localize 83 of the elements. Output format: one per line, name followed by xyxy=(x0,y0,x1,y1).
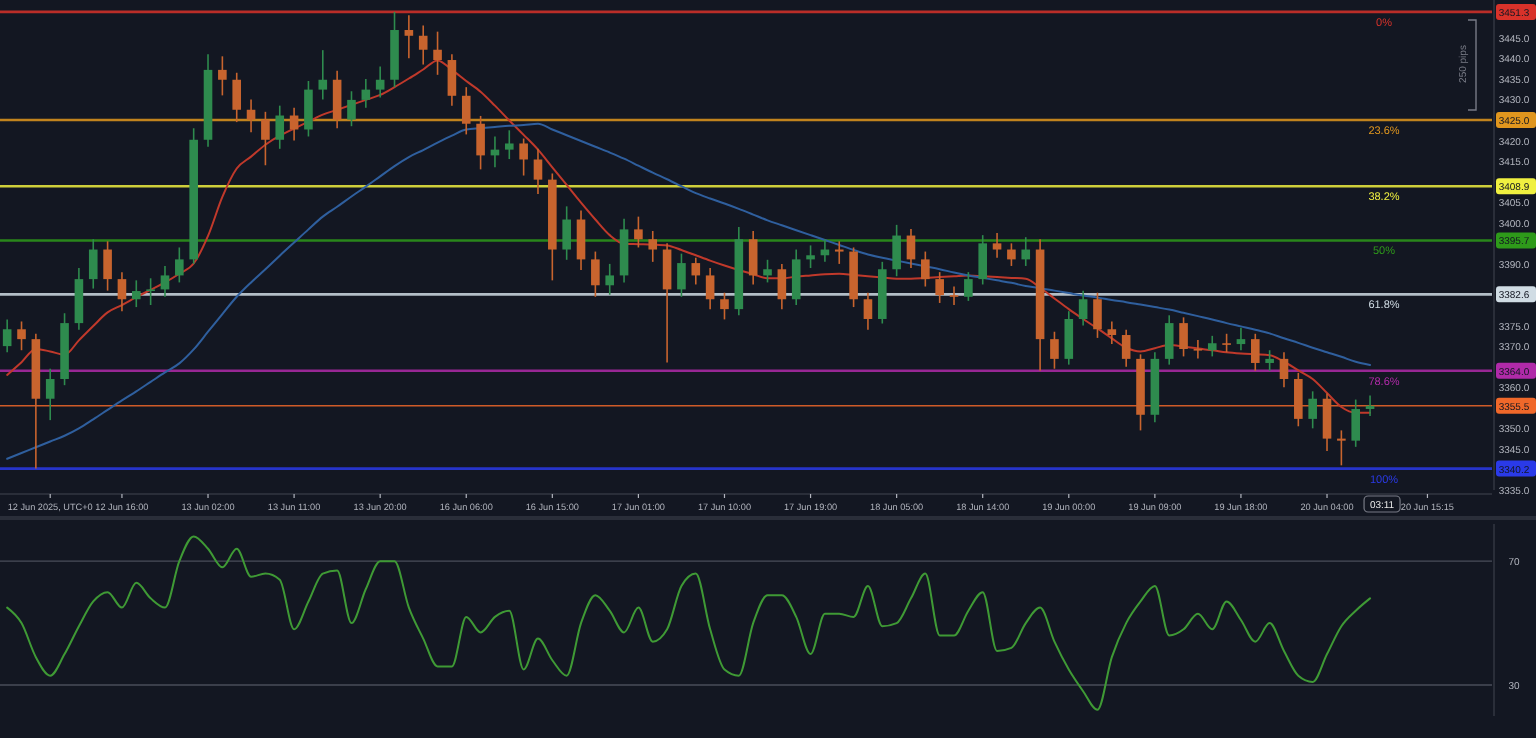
candlestick xyxy=(1021,236,1031,267)
candlestick xyxy=(146,277,155,306)
candlestick xyxy=(246,98,256,134)
candlestick xyxy=(949,285,959,306)
candlestick xyxy=(131,279,141,308)
candlestick xyxy=(533,148,543,195)
candlestick xyxy=(304,80,313,138)
candlestick xyxy=(634,215,643,249)
candlestick xyxy=(935,271,944,304)
candlestick xyxy=(418,24,428,66)
candlestick xyxy=(1250,332,1260,372)
candlestick xyxy=(1222,332,1231,354)
candlestick xyxy=(17,320,26,352)
candlestick xyxy=(834,240,844,265)
candlestick xyxy=(1193,339,1203,360)
candlestick xyxy=(806,244,815,269)
candlestick xyxy=(74,267,84,331)
candlestick xyxy=(691,256,701,286)
candlestick xyxy=(461,86,471,136)
candlestick xyxy=(1164,314,1174,366)
candlestick xyxy=(748,230,758,286)
candlestick xyxy=(1078,289,1088,327)
candlestick xyxy=(705,267,715,310)
candlestick xyxy=(1279,351,1289,389)
candlestick xyxy=(1308,390,1317,430)
candlestick xyxy=(576,209,586,271)
candlestick xyxy=(1064,310,1074,366)
candlestick xyxy=(347,90,356,127)
candlestick xyxy=(160,265,170,298)
candlestick xyxy=(88,238,98,290)
candlestick xyxy=(892,224,901,278)
candlestick xyxy=(791,248,801,306)
candlestick xyxy=(476,115,485,171)
candlestick xyxy=(447,53,457,107)
candlestick xyxy=(1351,398,1361,448)
candlestick xyxy=(1322,392,1332,452)
candlestick xyxy=(404,14,414,60)
candlestick xyxy=(1179,316,1188,358)
candlestick xyxy=(1265,349,1274,372)
candlestick xyxy=(232,71,242,123)
candlestick xyxy=(1207,335,1217,358)
candlestick xyxy=(1093,291,1102,339)
candlestick xyxy=(605,263,615,296)
line-series xyxy=(6,122,1372,460)
candlestick xyxy=(964,271,973,302)
candlestick xyxy=(763,259,772,284)
candlestick xyxy=(849,246,858,308)
candlestick xyxy=(662,242,672,364)
candlestick xyxy=(1294,372,1303,428)
candlestick xyxy=(45,367,55,421)
candlestick xyxy=(175,246,184,284)
candlestick xyxy=(318,49,328,101)
candlestick xyxy=(1121,328,1131,368)
candlestick xyxy=(433,30,442,76)
line-series xyxy=(6,535,1372,711)
candlestick xyxy=(1236,326,1246,352)
candlestick xyxy=(992,232,1002,259)
candlestick xyxy=(921,250,930,288)
candlestick xyxy=(648,230,658,263)
candlestick xyxy=(504,129,514,160)
candlestick xyxy=(978,234,988,286)
candlestick xyxy=(332,69,342,130)
candlestick xyxy=(2,318,12,354)
candlestick xyxy=(906,228,916,269)
candlestick xyxy=(1337,429,1346,467)
candlestick xyxy=(777,263,787,310)
candlestick xyxy=(619,217,629,284)
candlestick xyxy=(562,205,571,261)
candlestick xyxy=(720,291,729,321)
candlestick xyxy=(218,55,227,97)
candlestick xyxy=(591,250,600,298)
candlestick xyxy=(375,65,385,99)
candlestick xyxy=(103,240,112,292)
candlestick xyxy=(275,104,285,150)
candlestick xyxy=(519,137,528,177)
candlestick xyxy=(361,78,371,109)
candlestick xyxy=(261,111,270,167)
candlestick xyxy=(117,271,127,312)
candlestick xyxy=(1007,242,1016,267)
candlestick xyxy=(1050,330,1059,370)
candlestick xyxy=(863,291,873,331)
candlestick xyxy=(677,252,686,298)
candlestick xyxy=(1107,320,1117,345)
